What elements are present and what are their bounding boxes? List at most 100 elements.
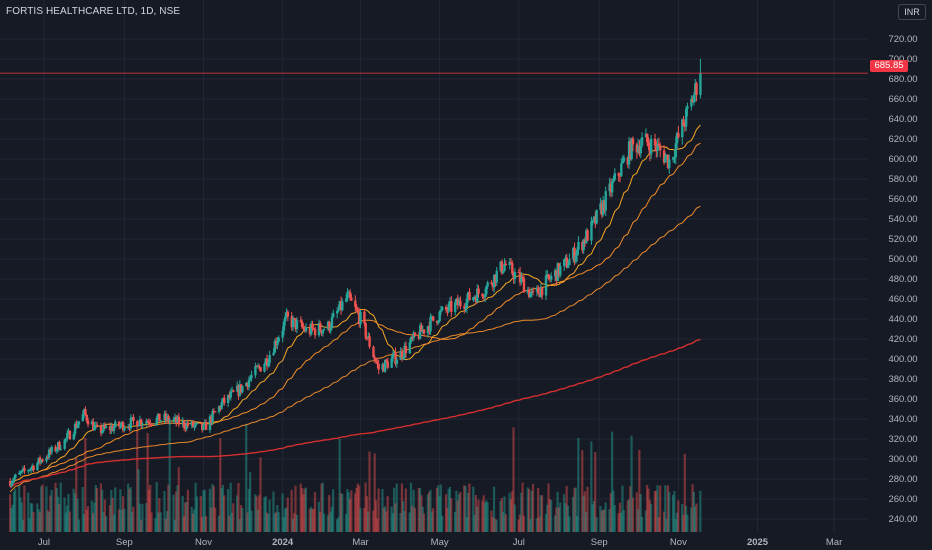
volume-bar bbox=[367, 511, 370, 532]
volume-bar bbox=[639, 494, 642, 532]
volume-bar bbox=[404, 488, 407, 532]
volume-bar bbox=[386, 496, 389, 532]
volume-bar bbox=[395, 483, 398, 532]
volume-bar bbox=[694, 506, 697, 532]
candle-body bbox=[671, 157, 675, 160]
last-price-tag: 685.85 bbox=[870, 60, 908, 72]
candle-body bbox=[527, 289, 531, 298]
candle-body bbox=[411, 336, 414, 339]
candle-body bbox=[317, 323, 321, 336]
volume-bar bbox=[522, 515, 525, 532]
candle-body bbox=[574, 255, 578, 262]
volume-bar bbox=[76, 498, 79, 532]
candle-body bbox=[77, 421, 81, 425]
candle-body bbox=[393, 352, 396, 355]
candle-body bbox=[655, 145, 658, 151]
volume-bar bbox=[201, 516, 204, 532]
candle-body bbox=[699, 73, 702, 95]
volume-bar bbox=[163, 491, 166, 532]
volume-bar bbox=[644, 510, 647, 532]
volume-bar bbox=[526, 487, 529, 532]
x-axis: Jul Sep Nov 2024 Mar May Jul Sep Nov 2025 Mar bbox=[38, 537, 842, 548]
volume-bar bbox=[646, 484, 649, 532]
volume-bar bbox=[21, 519, 25, 532]
candle-body bbox=[657, 143, 661, 146]
volume-bar bbox=[402, 501, 405, 532]
candle-body bbox=[586, 230, 589, 241]
x-tick-label: Jul bbox=[38, 537, 50, 548]
volume-bar bbox=[381, 489, 384, 532]
candle-body bbox=[238, 384, 242, 396]
candle-body bbox=[629, 141, 632, 159]
candle-body bbox=[138, 419, 142, 426]
y-tick-label: 320.00 bbox=[888, 434, 917, 445]
candle-body bbox=[466, 292, 470, 299]
y-axis: 720.00 700.00 680.00 660.00 640.00 620.00 600.… bbox=[888, 34, 917, 525]
candle-body bbox=[228, 394, 231, 398]
candle-body bbox=[354, 300, 357, 307]
volume-bar bbox=[150, 512, 153, 532]
volume-bar bbox=[673, 490, 676, 532]
candle-body bbox=[72, 434, 75, 440]
volume-bar bbox=[59, 482, 62, 532]
candle-body bbox=[448, 301, 452, 304]
candle-body bbox=[21, 468, 25, 471]
volume-bar bbox=[181, 495, 184, 532]
candle-body bbox=[603, 200, 606, 211]
candle-body bbox=[377, 363, 380, 370]
candle-body bbox=[421, 329, 424, 332]
candle-body bbox=[50, 446, 53, 453]
candle-body bbox=[27, 470, 30, 472]
volume-bar bbox=[535, 518, 538, 532]
volume-bar bbox=[114, 487, 117, 532]
volume-bar bbox=[420, 495, 423, 532]
volume-bar bbox=[572, 496, 575, 532]
volume-bar bbox=[517, 519, 520, 532]
volume-bar bbox=[503, 496, 506, 532]
candle-body bbox=[403, 345, 406, 358]
volume-bar bbox=[546, 504, 549, 532]
candle-body bbox=[268, 355, 271, 363]
x-tick-label: Jul bbox=[513, 537, 525, 548]
volume-bar bbox=[564, 503, 567, 532]
candle-body bbox=[386, 361, 389, 368]
volume-bar bbox=[682, 515, 685, 532]
candle-body bbox=[454, 302, 457, 312]
candle-body bbox=[19, 472, 22, 474]
volume-bar bbox=[574, 487, 577, 532]
volume-bar bbox=[250, 510, 253, 532]
volume-bar bbox=[12, 491, 16, 532]
volume-bar bbox=[468, 483, 471, 532]
candle-body bbox=[54, 446, 57, 452]
volume-bar bbox=[293, 513, 296, 532]
candle-body bbox=[555, 270, 558, 282]
volume-bar bbox=[93, 502, 96, 532]
candle-body bbox=[165, 416, 169, 421]
volume-bar bbox=[620, 512, 623, 532]
volume-bar bbox=[274, 512, 278, 532]
volume-bar bbox=[364, 482, 367, 532]
candle-body bbox=[636, 146, 640, 153]
volume-bar bbox=[193, 509, 196, 532]
volume-bar bbox=[239, 505, 243, 532]
candle-body bbox=[195, 422, 199, 424]
candle-body bbox=[430, 316, 434, 318]
candle-body bbox=[473, 297, 476, 299]
volume-bar bbox=[105, 516, 108, 532]
candle-body bbox=[277, 337, 280, 342]
candle-body bbox=[646, 133, 649, 143]
candle-body bbox=[320, 330, 323, 334]
candle-body bbox=[530, 290, 533, 293]
y-tick-label: 460.00 bbox=[888, 294, 917, 305]
candle-body bbox=[167, 416, 170, 422]
volume-bar bbox=[186, 489, 189, 532]
volume-bar bbox=[638, 449, 641, 532]
volume-bar bbox=[219, 438, 222, 532]
currency-button[interactable]: INR bbox=[898, 4, 926, 20]
candle-body bbox=[32, 465, 35, 471]
volume-bar bbox=[636, 508, 640, 532]
candle-body bbox=[694, 83, 697, 95]
volume-bar bbox=[291, 518, 295, 532]
candle-body bbox=[117, 421, 121, 427]
